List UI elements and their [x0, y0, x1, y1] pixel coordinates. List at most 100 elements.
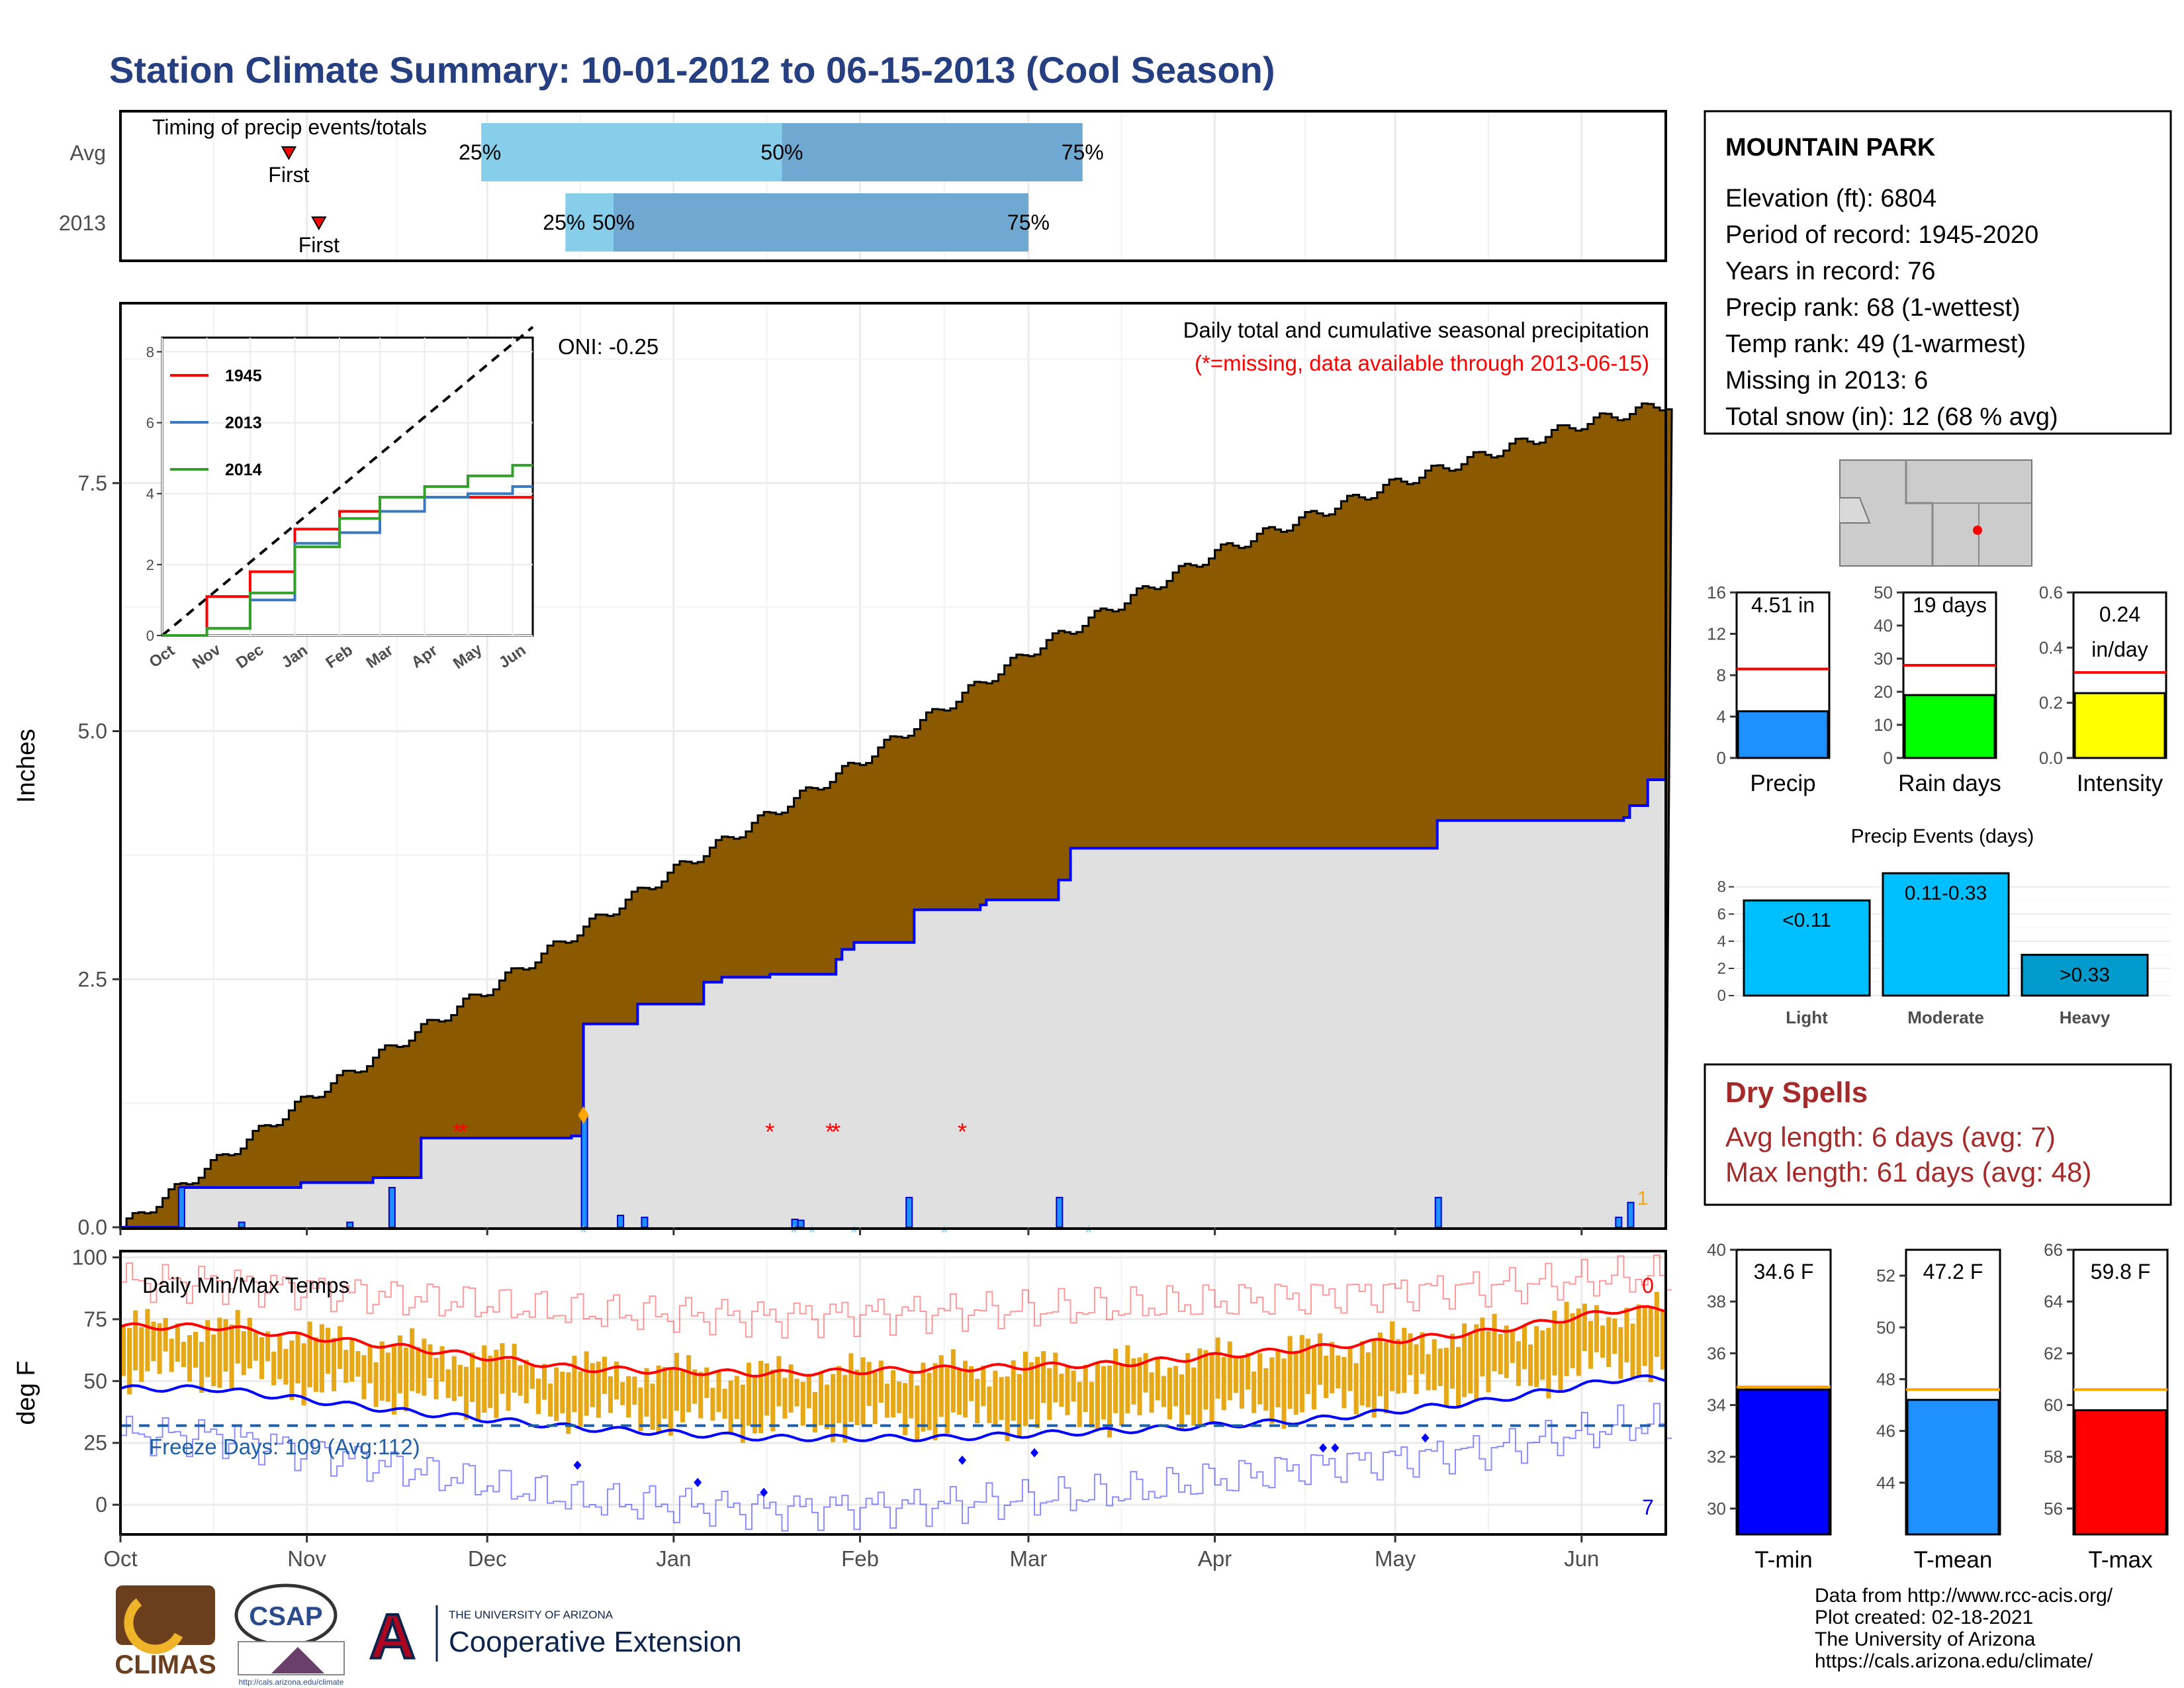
- daily-temp-bar: [1095, 1363, 1100, 1430]
- inset-legend: 1945 2013 2014: [170, 367, 262, 479]
- temp-y-label: deg F: [13, 1360, 40, 1425]
- daily-temp-bar: [1125, 1345, 1130, 1414]
- daily-temp-bar: [1293, 1350, 1298, 1415]
- precip-y-tick-label: 7.5: [78, 471, 107, 495]
- daily-temp-bar: [626, 1376, 631, 1418]
- record-low-marker: [1030, 1448, 1039, 1458]
- daily-temp-bar: [271, 1351, 277, 1385]
- daily-temp-bar: [1239, 1358, 1245, 1409]
- temp-summary-value-label: 47.2 F: [1923, 1260, 1983, 1284]
- daily-temp-bar: [1028, 1362, 1034, 1420]
- inset-series-2014: [162, 463, 533, 637]
- daily-temp-bar: [1101, 1366, 1107, 1420]
- stat-y-tick-label: 0: [1884, 748, 1893, 768]
- daily-temp-bar: [878, 1360, 884, 1403]
- daily-temp-bar: [686, 1355, 692, 1413]
- daily-temp-bar: [1185, 1353, 1191, 1415]
- svg-text:A: A: [369, 1601, 415, 1672]
- daily-temp-bar: [614, 1361, 619, 1400]
- daily-temp-bar: [469, 1352, 475, 1402]
- temp-title: Daily Min/Max Temps: [142, 1273, 349, 1297]
- daily-temp-bar: [1257, 1353, 1263, 1405]
- daily-temp-bar: [361, 1355, 367, 1399]
- daily-temp-bar: [259, 1337, 265, 1380]
- ua-logo: A THE UNIVERSITY OF ARIZONA Cooperative …: [363, 1600, 742, 1673]
- inset-legend-label: 2013: [225, 414, 262, 432]
- daily-temp-bar: [193, 1331, 199, 1368]
- stat-y-tick-label: 0.6: [2039, 583, 2063, 602]
- temp-summary-y-tick-label: 46: [1876, 1421, 1895, 1441]
- daily-temp-bar: [752, 1377, 758, 1434]
- events-y-tick-label: 8: [1717, 878, 1726, 896]
- daily-temp-bar: [289, 1340, 295, 1400]
- temp-summary-bars: 34.6 F 30 32 34 36 38 40 T-min 47.2 F 44 46 48 50 52 T…: [1707, 1240, 2169, 1573]
- daily-temp-bar: [1311, 1345, 1317, 1410]
- daily-temp-bar: [938, 1355, 944, 1417]
- daily-temp-bar: [1173, 1366, 1179, 1407]
- temp-summary-y-tick-label: 50: [1876, 1317, 1895, 1337]
- daily-temp-bar: [331, 1338, 337, 1391]
- timing-bar-q50-q75: [782, 123, 1083, 181]
- daily-temp-bar: [921, 1362, 926, 1432]
- daily-temp-bar: [1462, 1323, 1467, 1397]
- daily-temp-bar: [535, 1378, 541, 1415]
- month-tick-label: Mar: [1010, 1546, 1048, 1571]
- dry-spells-box: Dry Spells Avg length: 6 days (avg: 7) M…: [1704, 1063, 2172, 1206]
- daily-temp-bar: [151, 1321, 156, 1362]
- daily-temp-bar: [373, 1362, 379, 1407]
- daily-temp-bar: [500, 1343, 505, 1394]
- daily-temp-bar: [1324, 1355, 1329, 1399]
- daily-temp-bar: [806, 1374, 811, 1409]
- daily-temp-bar: [854, 1370, 860, 1425]
- daily-temp-bar: [1011, 1360, 1016, 1421]
- daily-temp-bar: [121, 1327, 126, 1376]
- daily-temp-bar: [1402, 1327, 1407, 1393]
- daily-temp-bar: [1546, 1327, 1551, 1399]
- daily-precip-bar: [580, 1114, 588, 1228]
- daily-temp-bar: [1612, 1318, 1617, 1354]
- temp-summary-y-tick-label: 36: [1707, 1343, 1726, 1363]
- station-temp-rank: Temp rank: 49 (1-warmest): [1725, 330, 2026, 358]
- temp-summary-y-tick-label: 58: [2044, 1447, 2063, 1467]
- daily-temp-bar: [512, 1344, 517, 1393]
- snow-day-marker: *: [580, 1222, 588, 1244]
- snow-day-marker: *: [850, 1222, 858, 1244]
- daily-precip-bar: [1615, 1217, 1623, 1228]
- daily-temp-bar: [301, 1343, 306, 1406]
- daily-temp-bar: [1131, 1358, 1136, 1405]
- daily-temp-bar: [338, 1326, 343, 1370]
- temp-summary-y-tick-label: 44: [1876, 1473, 1895, 1493]
- daily-temp-bar: [494, 1350, 499, 1419]
- dry-spells-title: Dry Spells: [1725, 1076, 1868, 1109]
- daily-temp-bar: [319, 1324, 324, 1393]
- daily-temp-bar: [1059, 1374, 1064, 1407]
- events-bar-heavy: [2021, 953, 2149, 997]
- inset-y-tick-label: 0: [146, 628, 154, 644]
- daily-temp-bar: [1263, 1368, 1269, 1411]
- daily-temp-bar: [1071, 1370, 1076, 1402]
- daily-temp-bar: [523, 1360, 529, 1403]
- stat-value-unit: in/day: [2091, 637, 2148, 661]
- stat-y-tick-label: 30: [1874, 649, 1893, 669]
- station-years: Years in record: 76: [1725, 258, 1936, 285]
- timing-q25-label: 25%: [543, 211, 585, 234]
- events-y-tick-label: 6: [1717, 906, 1726, 923]
- daily-temp-bar: [229, 1324, 234, 1389]
- daily-temp-bar: [993, 1370, 998, 1426]
- daily-temp-bar: [944, 1368, 950, 1434]
- events-category-label: Heavy: [2060, 1008, 2111, 1027]
- temp-y-tick-label: 50: [83, 1369, 107, 1393]
- daily-temp-bar: [1498, 1334, 1503, 1375]
- inset-y-tick-label: 8: [146, 344, 154, 360]
- timing-title: Timing of precip events/totals: [152, 115, 427, 139]
- daily-temp-bar: [1137, 1357, 1142, 1416]
- daily-temp-bar: [397, 1335, 403, 1393]
- daily-temp-bar: [1534, 1326, 1539, 1387]
- temp-y-tick-label: 0: [95, 1493, 107, 1517]
- daily-temp-bar: [1371, 1340, 1377, 1418]
- daily-temp-bar: [457, 1364, 463, 1397]
- daily-temp-bar: [728, 1380, 733, 1434]
- daily-temp-bar: [235, 1310, 240, 1364]
- daily-temp-bar: [410, 1328, 415, 1391]
